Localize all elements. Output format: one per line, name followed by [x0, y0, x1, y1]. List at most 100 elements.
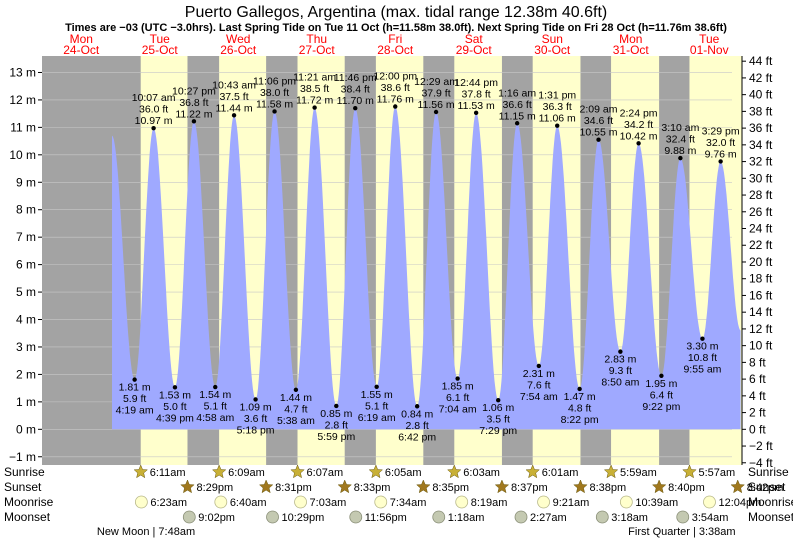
low-tide-label: 7:29 pm: [479, 425, 517, 437]
high-tide-label: 11.22 m: [175, 108, 212, 120]
day-name-label: Mon: [70, 32, 93, 46]
right-axis-tick-label: 44 ft: [749, 54, 773, 68]
right-axis-tick-label: 18 ft: [749, 272, 773, 286]
low-tide-point: [496, 398, 501, 403]
moonset-time: 3:54am: [692, 512, 729, 524]
moonrise-time: 6:40am: [230, 497, 267, 509]
moonset-icon: [676, 510, 690, 524]
right-axis-tick-label: 2 ft: [749, 406, 766, 420]
high-tide-label: 11.70 m: [337, 95, 374, 107]
right-axis-tick-label: 16 ft: [749, 288, 773, 302]
low-tide-label: 1.55 m: [361, 389, 393, 401]
left-axis-tick-label: 11 m: [10, 120, 36, 134]
moonrise-icon: [214, 495, 228, 509]
right-axis-tick-label: −4 ft: [749, 456, 773, 470]
high-tide-label: 36.3 ft: [543, 101, 572, 113]
moonset-time: 1:18am: [448, 512, 485, 524]
left-axis-tick-label: 5 m: [16, 285, 36, 299]
moonrise-icon: [619, 495, 633, 509]
low-tide-label: 3.30 m: [686, 341, 718, 353]
low-tide-label: 6:42 pm: [398, 431, 436, 443]
left-axis-tick-label: 12 m: [9, 93, 36, 107]
high-tide-label: 11.15 m: [499, 110, 536, 122]
moonrise-icon: [455, 495, 469, 509]
high-tide-label: 11.53 m: [458, 100, 495, 112]
right-axis-tick-label: 28 ft: [749, 188, 773, 202]
moonset-icon: [595, 510, 609, 524]
right-edge-strip: [732, 56, 742, 465]
sunrise-time: 6:05am: [385, 467, 422, 479]
sunset-star-icon: [494, 479, 510, 494]
high-tide-label: 36.6 ft: [503, 99, 532, 111]
moonrise-time: 6:23am: [150, 497, 187, 509]
day-name-label: Wed: [226, 32, 250, 46]
low-tide-label: 5.0 ft: [163, 401, 186, 413]
sunset-time: 8:40pm: [668, 482, 705, 494]
left-axis-tick-label: −1 m: [9, 450, 36, 464]
night-band: [62, 56, 109, 465]
low-tide-label: 5:38 am: [277, 415, 315, 427]
sunset-star-icon: [651, 479, 667, 494]
low-tide-label: 0.84 m: [401, 408, 433, 420]
low-tide-label: 4:58 am: [196, 412, 234, 424]
sunset-time: 8:31pm: [275, 482, 312, 494]
low-tide-label: 9:22 pm: [642, 401, 680, 413]
moonset-icon: [514, 510, 528, 524]
right-axis-tick-label: 4 ft: [749, 389, 766, 403]
left-axis-tick-label: 6 m: [16, 258, 36, 272]
chart-subtitle: Times are −03 (UTC −3.0hrs). Last Spring…: [65, 22, 727, 34]
sunset-time: 8:33pm: [354, 482, 391, 494]
low-tide-label: 0.85 m: [320, 408, 352, 420]
low-tide-point: [455, 376, 460, 381]
axes: −1 m 0 m 1 m 2 m 3 m 4 m 5 m 6 m 7 m 8 m 9 m 10 m 11…: [9, 54, 773, 470]
sunset-star-icon: [416, 479, 431, 494]
low-tide-point: [700, 336, 705, 341]
sunset-star-icon: [258, 479, 274, 494]
moonset-time: 10:29pm: [282, 512, 325, 524]
low-tide-label: 2.8 ft: [405, 420, 428, 432]
low-tide-point: [536, 363, 542, 369]
high-tide-label: 11:06 pm: [253, 75, 296, 87]
moonset-time: 11:56pm: [365, 512, 407, 524]
high-tide-label: 12:29 am: [414, 76, 458, 88]
high-tide-label: 11:21 am: [293, 72, 336, 84]
high-tide-label: 34.6 ft: [584, 115, 613, 127]
low-tide-label: 6:19 am: [358, 412, 396, 424]
low-tide-point: [414, 404, 420, 409]
right-axis-tick-label: 36 ft: [749, 121, 773, 135]
low-tide-label: 5.1 ft: [365, 400, 388, 412]
moonrise-time: 9:21am: [553, 497, 590, 509]
day-date-label: 31-Oct: [613, 43, 650, 57]
day-date-label: 24-Oct: [63, 43, 100, 57]
row-label-right: Moonset: [748, 510, 793, 524]
low-tide-label: 8:50 am: [601, 377, 639, 389]
high-tide-label: 38.4 ft: [341, 84, 370, 96]
high-tide-label: 11:46 pm: [334, 72, 377, 84]
right-axis-tick-label: 10 ft: [749, 339, 773, 353]
low-tide-point: [659, 373, 664, 378]
left-axis-tick-label: 7 m: [16, 230, 36, 244]
right-axis-tick-label: 24 ft: [749, 222, 773, 236]
low-tide-label: 1.44 m: [280, 392, 312, 404]
low-tide-label: 2.31 m: [523, 368, 555, 380]
moon-phase-label: New Moon | 7:48am: [97, 526, 195, 538]
low-tide-label: 10.8 ft: [688, 352, 717, 364]
row-label-right: Moonrise: [748, 495, 793, 509]
low-tide-label: 9:55 am: [683, 364, 721, 376]
row-label-left: Sunrise: [4, 465, 45, 479]
moonset-time: 3:18am: [611, 512, 648, 524]
moonrise-icon: [703, 495, 716, 509]
right-axis-tick-label: 42 ft: [749, 71, 773, 85]
low-tide-label: 8:22 pm: [561, 414, 599, 426]
low-tide-label: 1.85 m: [442, 381, 474, 393]
tide-area-fill: [112, 106, 741, 430]
low-tide-label: 3.5 ft: [487, 414, 510, 426]
high-tide-label: 11.72 m: [296, 95, 333, 107]
day-date-label: 30-Oct: [534, 43, 571, 57]
low-tide-point: [618, 349, 623, 354]
low-tide-label: 4.7 ft: [284, 403, 307, 415]
high-tide-label: 10.55 m: [580, 127, 618, 139]
right-axis-tick-label: 32 ft: [749, 155, 773, 169]
